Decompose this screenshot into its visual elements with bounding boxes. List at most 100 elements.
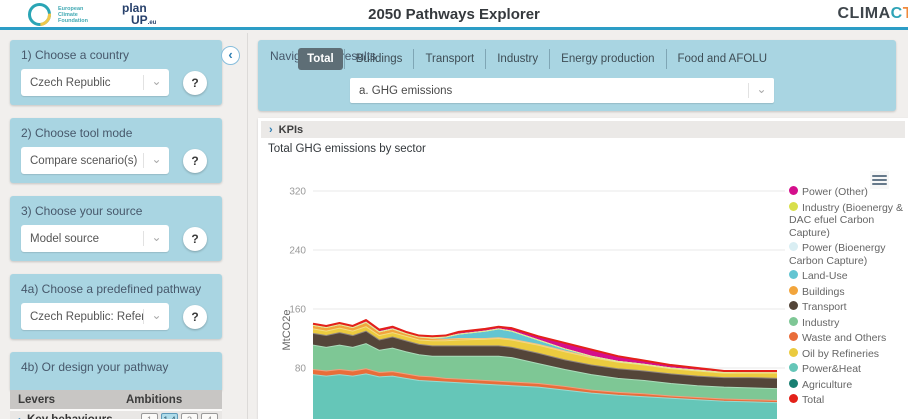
select-value: Compare scenario(s) <box>30 154 138 167</box>
chevron-down-icon: ⌄ <box>143 75 169 90</box>
ambition-button-4[interactable]: 4 <box>201 412 218 419</box>
climact-logo: CLIMACT <box>837 5 908 22</box>
panel-title: 2) Choose tool mode <box>21 126 133 140</box>
total-line <box>312 319 777 372</box>
4a-choose-a-predefined-pathway-select[interactable]: Czech Republic: Reference ...⌄ <box>21 303 169 330</box>
chart-title: Total GHG emissions by sector <box>268 143 426 155</box>
sidebar: 1) Choose a country Czech Republic ⌄? 2) Ch… <box>10 40 222 419</box>
metric-select-value: a. GHG emissions <box>359 84 453 97</box>
ambition-button-1[interactable]: 1 <box>141 412 158 419</box>
select-value: Model source <box>30 232 100 245</box>
lever-row-key-behaviours: › Key behaviours11.434 <box>10 409 222 419</box>
y-tick-240: 240 <box>289 246 306 257</box>
area-edge-industry-bioenergy-dac-efuel-carbon-capture <box>312 321 777 373</box>
sector-tabs: Total Buildings Transport Industry Energy pr… <box>298 48 778 70</box>
help-button[interactable]: ? <box>183 304 207 329</box>
tab-transport[interactable]: Transport <box>413 49 485 69</box>
ambition-button-1.4[interactable]: 1.4 <box>161 412 178 419</box>
legend-dot-icon <box>789 270 798 279</box>
help-button[interactable]: ? <box>183 70 207 95</box>
kpis-section-toggle[interactable]: › KPIs <box>261 121 905 138</box>
panel-3-choose-your-source: 3) Choose your source Model source ⌄? <box>10 196 222 261</box>
tab-industry[interactable]: Industry <box>485 49 549 69</box>
area-waste-and-others <box>313 368 777 403</box>
area-oil-by-refineries <box>313 326 777 379</box>
legend-item-industry-bioenergy-dac-efuel-carbon-capture[interactable]: Industry (Bioenergy & DAC efuel Carbon C… <box>789 201 903 239</box>
legend-dot-icon <box>789 378 798 388</box>
legend-dot-icon <box>789 301 798 310</box>
chart-menu-icon[interactable] <box>870 171 889 189</box>
panel-title: 3) Choose your source <box>21 204 143 218</box>
panel-2-choose-tool-mode: 2) Choose tool mode Compare scenario(s) ⌄? <box>10 118 222 183</box>
legend-dot-icon <box>789 186 798 195</box>
legend-item-power-heat[interactable]: Power&Heat <box>789 363 906 376</box>
sidebar-collapse-button[interactable]: ‹ <box>221 46 240 65</box>
ghg-stacked-area-chart: 80 160 240 320 MtCO2e <box>281 187 785 419</box>
legend-item-industry[interactable]: Industry <box>789 316 906 330</box>
legend-dot-icon <box>789 201 798 211</box>
legend-dot-icon <box>789 347 798 357</box>
2-choose-tool-mode-select[interactable]: Compare scenario(s) ⌄ <box>21 147 169 174</box>
legend-item-waste-and-others[interactable]: Waste and Others <box>789 332 906 345</box>
area-buildings <box>313 322 777 374</box>
sidebar-divider <box>247 33 248 419</box>
top-header-bar: European Climate Foundation plan UP.eu 2… <box>0 0 908 31</box>
area-edge-power-heat <box>312 373 778 404</box>
ambition-button-3[interactable]: 3 <box>181 412 198 419</box>
tab-total[interactable]: Total <box>298 48 343 70</box>
area-edge-industry <box>312 343 778 390</box>
tab-energy-production[interactable]: Energy production <box>549 49 665 69</box>
lever-label: Key behaviours <box>27 414 138 419</box>
legend-dot-icon <box>789 242 798 251</box>
chevron-right-icon: › <box>269 123 273 136</box>
area-edge-waste-and-others <box>312 368 778 401</box>
legend-dot-icon <box>789 363 798 372</box>
3-choose-your-source-select[interactable]: Model source ⌄ <box>21 225 169 252</box>
levers-table: Levers Ambitions ›Key behaviours11.434›T… <box>10 390 222 419</box>
page-title: 2050 Pathways Explorer <box>368 6 540 23</box>
tab-food-and-afolu[interactable]: Food and AFOLU <box>665 49 779 69</box>
area-edge-transport <box>312 330 778 379</box>
y-tick-320: 320 <box>289 187 306 198</box>
metric-select[interactable]: a. GHG emissions ⌄ <box>350 78 774 103</box>
chevron-down-icon: ⌄ <box>143 309 169 324</box>
ecf-logo-text: European Climate Foundation <box>58 6 88 24</box>
select-value: Czech Republic: Reference ... <box>30 310 143 323</box>
legend-item-land-use[interactable]: Land-Use <box>789 270 906 283</box>
ambitions-column-header: Ambitions <box>126 394 183 406</box>
y-tick-80: 80 <box>295 364 307 375</box>
legend-dot-icon <box>789 394 798 403</box>
levers-table-header: Levers Ambitions <box>10 390 222 409</box>
legend-item-power-bioenergy-carbon-capture[interactable]: Power (Bioenergy Carbon Capture) <box>789 242 886 267</box>
area-edge-oil-by-refineries <box>312 326 777 374</box>
chevron-down-icon: ⌄ <box>748 83 774 98</box>
legend-dot-icon <box>789 285 798 295</box>
area-industry <box>313 343 777 401</box>
chart-legend: Power (Other) Industry (Bioenergy & DAC e… <box>789 186 906 410</box>
help-button[interactable]: ? <box>183 148 207 173</box>
1-choose-a-country-select[interactable]: Czech Republic ⌄ <box>21 69 169 96</box>
panel-title: 4a) Choose a predefined pathway <box>21 282 202 296</box>
chevron-down-icon: ⌄ <box>143 231 169 246</box>
help-button[interactable]: ? <box>183 226 207 251</box>
panel-4a-choose-a-predefined-pathway: 4a) Choose a predefined pathway Czech Rep… <box>10 274 222 339</box>
legend-item-transport[interactable]: Transport <box>789 301 906 314</box>
legend-item-total[interactable]: Total <box>789 394 906 407</box>
legend-item-power-other[interactable]: Power (Other) <box>789 186 906 199</box>
results-card: › KPIs Total GHG emissions by sector 80 1… <box>258 118 908 419</box>
legend-item-agriculture[interactable]: Agriculture <box>789 378 906 392</box>
panel-1-choose-a-country: 1) Choose a country Czech Republic ⌄? <box>10 40 222 105</box>
y-axis-label: MtCO2e <box>281 310 293 351</box>
select-value: Czech Republic <box>30 76 111 89</box>
panel-title: 4b) Or design your pathway <box>21 360 169 374</box>
area-power-heat <box>313 373 777 419</box>
legend-dot-icon <box>789 316 798 326</box>
legend-item-buildings[interactable]: Buildings <box>789 285 906 299</box>
levers-column-header: Levers <box>18 394 56 406</box>
panel-title: 1) Choose a country <box>21 48 130 62</box>
kpis-label: KPIs <box>278 123 304 136</box>
tab-buildings[interactable]: Buildings <box>343 49 414 69</box>
ecf-logo-icon <box>23 0 56 31</box>
legend-item-oil-by-refineries[interactable]: Oil by Refineries <box>789 347 906 361</box>
chevron-right-icon[interactable]: › <box>18 413 22 419</box>
